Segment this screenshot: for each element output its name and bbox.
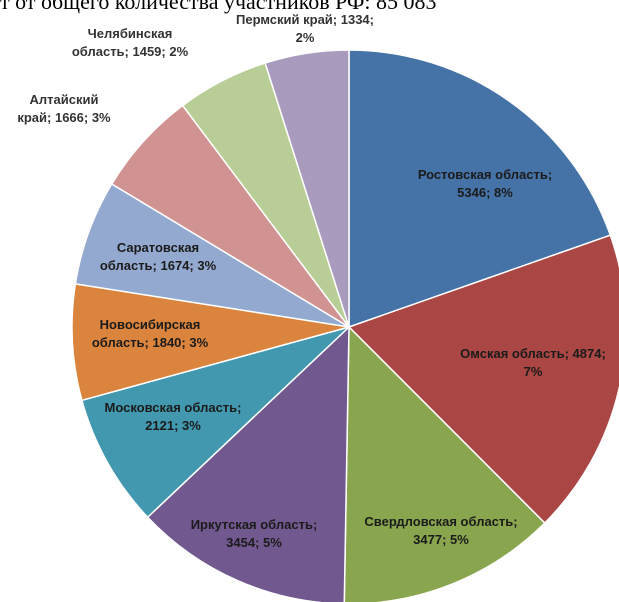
slice-label-7: Саратовская область; 1674; 3% xyxy=(100,240,217,273)
pie-slice-10 xyxy=(264,49,350,328)
pie-slice-3 xyxy=(343,325,546,602)
slice-label-2: Омская область; 4874; 7% xyxy=(460,346,606,379)
slice-label-3: Свердловская область; 3477; 5% xyxy=(364,514,517,547)
slice-label-8: Алтайский край; 1666; 3% xyxy=(17,92,111,125)
slice-label-1: Ростовская область; 5346; 8% xyxy=(418,167,552,200)
pie-slice-5 xyxy=(80,326,350,519)
slice-label-6: Новосибирская область; 1840; 3% xyxy=(92,317,209,350)
slice-label-10: Пермский край; 1334; 2% xyxy=(236,12,374,45)
pie-slice-4 xyxy=(146,325,350,602)
slice-label-9: Челябинская область; 1459; 2% xyxy=(72,26,189,59)
slice-label-4: Иркутская область; 3454; 5% xyxy=(191,517,318,550)
slice-label-5: Московская область; 2121; 3% xyxy=(105,400,242,433)
pie-slice-6 xyxy=(71,282,350,402)
page-title: т от общего количества участников РФ: 85… xyxy=(0,0,437,14)
